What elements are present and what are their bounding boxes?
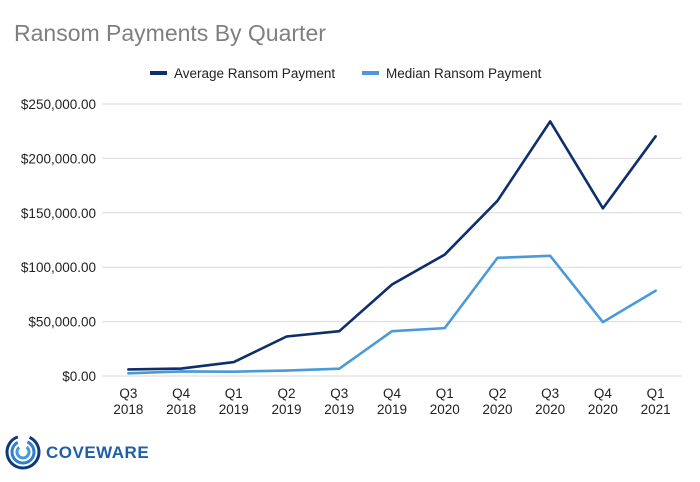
- logo-ring-middle: [10, 439, 36, 465]
- y-axis-ticks: $0.00 $50,000.00 $100,000.00 $150,000.00 $20…: [21, 97, 96, 384]
- series-line: [127, 254, 657, 375]
- x-axis-ticks: Q3 2018 Q4 2018 Q1 2019 Q2 2019 Q3 2019 Q4 2019 Q1 20…: [113, 386, 670, 417]
- y-tick-label: $200,000.00: [21, 151, 96, 166]
- gridlines: [102, 103, 682, 377]
- legend-label: Median Ransom Payment: [386, 66, 542, 81]
- x-tick-label: Q4 2018: [166, 386, 196, 417]
- x-tick-label: Q1 2019: [219, 386, 249, 417]
- y-tick-label: $150,000.00: [21, 206, 96, 221]
- logo-text: COVEWARE: [46, 443, 149, 462]
- y-tick-label: $100,000.00: [21, 260, 96, 275]
- x-tick-label: Q2 2019: [272, 386, 302, 417]
- series-line: [127, 120, 657, 371]
- y-tick-label: $50,000.00: [28, 315, 96, 330]
- x-tick-label: Q4 2019: [377, 386, 407, 417]
- legend: Average Ransom Payment Median Ransom Paym…: [150, 66, 542, 81]
- x-tick-label: Q4 2020: [588, 386, 618, 417]
- legend-label: Average Ransom Payment: [174, 66, 335, 81]
- chart-title: Ransom Payments By Quarter: [14, 20, 326, 46]
- x-tick-label: Q1 2020: [430, 386, 460, 417]
- coveware-logo: COVEWARE: [5, 434, 149, 470]
- y-tick-label: $250,000.00: [21, 97, 96, 112]
- y-tick-label: $0.00: [62, 369, 96, 384]
- x-tick-label: Q1 2021: [641, 386, 671, 417]
- logo-ring-inner: [15, 444, 31, 460]
- series-lines: [127, 120, 657, 375]
- x-tick-label: Q3 2020: [535, 386, 565, 417]
- x-tick-label: Q2 2020: [482, 386, 512, 417]
- x-tick-label: Q3 2018: [113, 386, 143, 417]
- x-tick-label: Q3 2019: [324, 386, 354, 417]
- logo-ring-outer: [5, 434, 41, 470]
